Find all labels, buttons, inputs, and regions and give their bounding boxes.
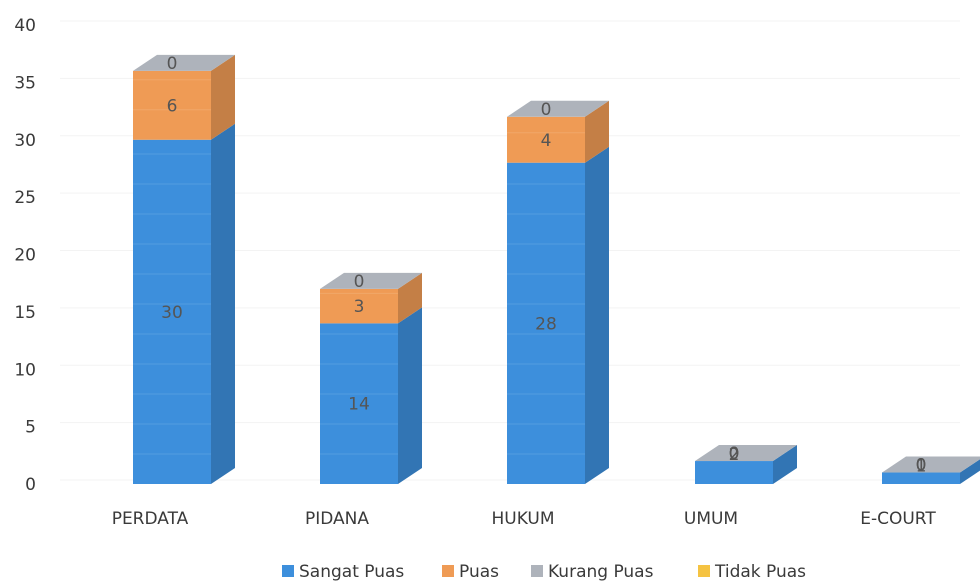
bar-top xyxy=(695,445,797,462)
data-label: 1 xyxy=(916,457,927,477)
y-tick-label: 40 xyxy=(14,16,36,36)
data-label: 14 xyxy=(348,395,370,415)
legend-label: Kurang Puas xyxy=(548,562,654,582)
data-label: 4 xyxy=(541,131,552,151)
data-label: 30 xyxy=(161,303,183,323)
bar-top xyxy=(133,54,235,71)
data-label: 0 xyxy=(916,456,927,476)
bar-segment xyxy=(320,323,398,484)
bar-hukum: 28 4 0 xyxy=(507,100,609,484)
data-label: 28 xyxy=(535,314,557,334)
x-axis: PERDATA PIDANA HUKUM UMUM E-COURT xyxy=(112,509,937,529)
data-label: 3 xyxy=(354,297,365,317)
bar-umum: 200 xyxy=(695,444,797,484)
y-tick-label: 15 xyxy=(14,303,36,323)
bar-e-court: 100 xyxy=(882,456,980,484)
data-label: 2 xyxy=(729,445,740,465)
bar-segment-side xyxy=(585,100,609,163)
bar-segment xyxy=(507,162,585,484)
bar-top xyxy=(320,272,422,289)
bar-segment xyxy=(882,472,960,484)
bar-segment-side xyxy=(211,54,235,140)
y-tick-label: 30 xyxy=(14,131,36,151)
legend-label: Sangat Puas xyxy=(299,562,404,582)
legend-label: Puas xyxy=(459,562,499,582)
data-label: 6 xyxy=(167,96,178,116)
legend-label: Tidak Puas xyxy=(714,562,806,582)
bar-segment xyxy=(507,116,585,163)
bar-segment xyxy=(133,139,211,484)
bar-segment-side xyxy=(211,123,235,484)
bar-top xyxy=(507,100,609,117)
data-label: 0 xyxy=(167,54,178,74)
bar-segment-side xyxy=(398,272,422,324)
bar-segment-side xyxy=(585,146,609,484)
data-label: 0 xyxy=(729,444,740,464)
y-tick-label: 20 xyxy=(14,246,36,266)
data-label: 0 xyxy=(729,444,740,464)
legend-swatch xyxy=(698,565,710,577)
x-tick-label: PERDATA xyxy=(112,509,189,529)
y-tick-label: 35 xyxy=(14,73,36,93)
bar-segment xyxy=(320,288,398,324)
legend-swatch xyxy=(442,565,454,577)
x-tick-label: HUKUM xyxy=(491,509,554,529)
legend-swatch xyxy=(282,565,294,577)
bar-perdata: 30 6 0 xyxy=(133,54,235,484)
y-tick-label: 25 xyxy=(14,188,36,208)
data-label: 0 xyxy=(541,100,552,120)
y-tick-label: 5 xyxy=(25,418,36,438)
x-tick-label: E-COURT xyxy=(860,509,936,529)
bar-segment-side xyxy=(773,445,797,484)
x-tick-label: UMUM xyxy=(684,509,738,529)
bar-pidana: 14 3 0 xyxy=(320,272,422,484)
x-tick-label: PIDANA xyxy=(305,509,369,529)
bar-top xyxy=(882,456,980,473)
y-tick-label: 10 xyxy=(14,360,36,380)
legend: Sangat Puas Puas Kurang Puas Tidak Puas xyxy=(282,562,806,582)
y-tick-label: 0 xyxy=(25,475,36,495)
bar-segment xyxy=(133,70,211,140)
data-label: 0 xyxy=(354,272,365,292)
data-label: 0 xyxy=(916,456,927,476)
bar-segment-side xyxy=(398,307,422,484)
bar-segment xyxy=(695,461,773,484)
legend-swatch xyxy=(531,565,543,577)
bar-segment-side xyxy=(960,459,980,484)
